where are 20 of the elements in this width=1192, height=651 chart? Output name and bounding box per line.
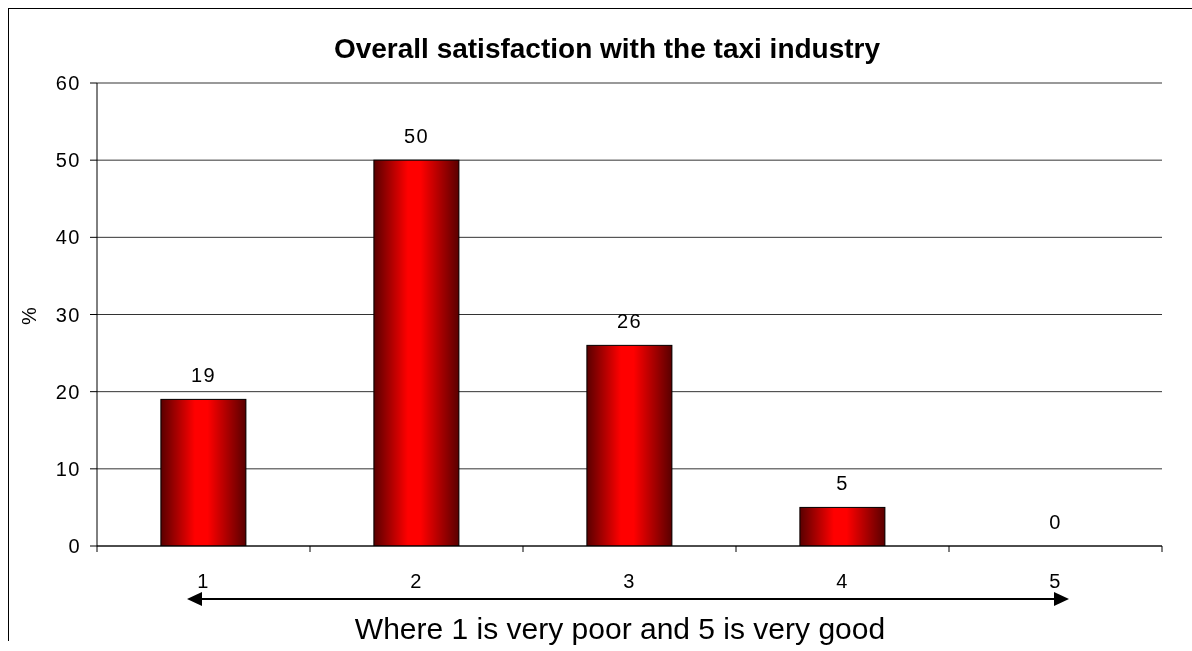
x-tick-label: 4 (836, 570, 849, 593)
y-tick-label: 60 (55, 72, 81, 95)
x-tick-label: 3 (623, 570, 636, 593)
y-tick-label: 50 (55, 149, 81, 172)
data-label: 0 (1049, 511, 1062, 533)
y-tick-label: 0 (68, 535, 81, 558)
x-tick-label: 1 (197, 570, 210, 593)
y-tick-label: 20 (55, 380, 81, 403)
data-label: 26 (616, 310, 643, 333)
data-label: 50 (403, 125, 430, 148)
data-label: 19 (190, 364, 217, 387)
data-label: 5 (836, 472, 849, 495)
x-axis-title: Where 1 is very poor and 5 is very good (353, 612, 887, 645)
y-tick-label: 10 (55, 457, 81, 480)
x-tick-label: 2 (410, 570, 423, 593)
chart-title: Overall satisfaction with the taxi industry (332, 33, 882, 64)
y-axis-title: % (18, 307, 40, 325)
y-tick-label: 30 (55, 303, 81, 326)
y-tick-label: 40 (55, 226, 81, 249)
x-tick-label: 5 (1049, 570, 1062, 593)
